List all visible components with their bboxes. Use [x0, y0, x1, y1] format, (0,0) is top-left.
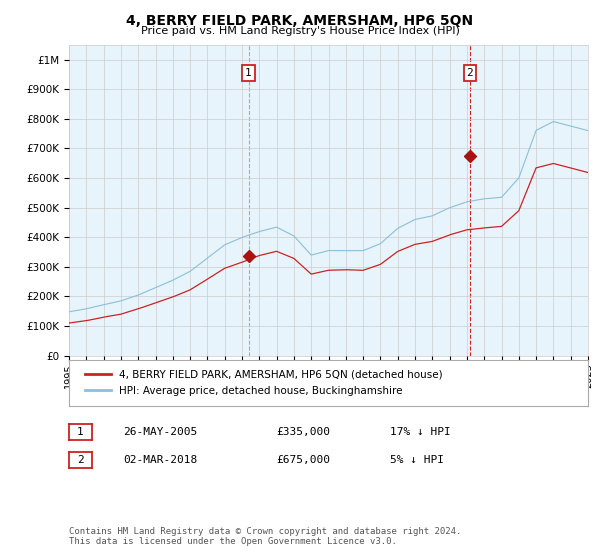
Text: Contains HM Land Registry data © Crown copyright and database right 2024.
This d: Contains HM Land Registry data © Crown c… — [69, 526, 461, 546]
Text: 2: 2 — [77, 455, 84, 465]
Text: 1: 1 — [245, 68, 252, 78]
Text: 1: 1 — [77, 427, 84, 437]
Text: 2: 2 — [466, 68, 473, 78]
Text: 02-MAR-2018: 02-MAR-2018 — [123, 455, 197, 465]
Text: Price paid vs. HM Land Registry's House Price Index (HPI): Price paid vs. HM Land Registry's House … — [140, 26, 460, 36]
Text: 5% ↓ HPI: 5% ↓ HPI — [390, 455, 444, 465]
Text: £335,000: £335,000 — [276, 427, 330, 437]
Text: 4, BERRY FIELD PARK, AMERSHAM, HP6 5QN: 4, BERRY FIELD PARK, AMERSHAM, HP6 5QN — [127, 14, 473, 28]
Text: £675,000: £675,000 — [276, 455, 330, 465]
Text: 17% ↓ HPI: 17% ↓ HPI — [390, 427, 451, 437]
Text: 26-MAY-2005: 26-MAY-2005 — [123, 427, 197, 437]
Legend: 4, BERRY FIELD PARK, AMERSHAM, HP6 5QN (detached house), HPI: Average price, det: 4, BERRY FIELD PARK, AMERSHAM, HP6 5QN (… — [79, 365, 448, 402]
